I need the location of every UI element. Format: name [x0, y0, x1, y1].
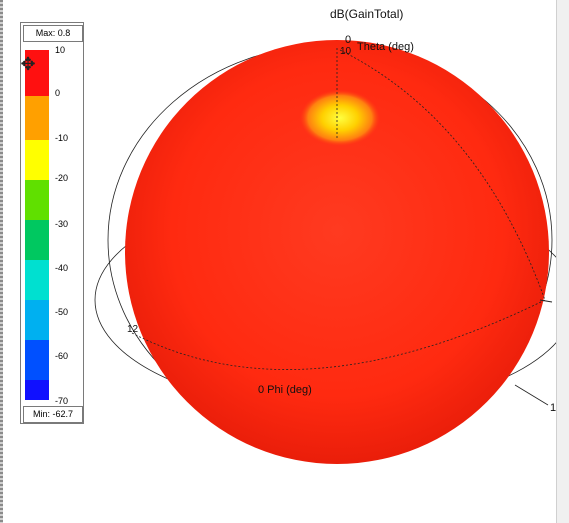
legend-swatch-minus10 — [25, 140, 49, 180]
theta-ten-label: 10 — [340, 46, 352, 57]
move-cursor-icon[interactable]: ✥ — [20, 54, 36, 74]
gain-sphere — [125, 40, 549, 464]
legend-swatch-minus50 — [25, 300, 49, 340]
legend-tick: -50 — [55, 307, 69, 317]
legend-swatch-minus40 — [25, 260, 49, 300]
phi-equator-dashed — [131, 299, 546, 370]
legend-tick: -70 — [55, 396, 69, 406]
legend-swatch-minus30 — [25, 220, 49, 260]
theta-axis-label: Theta (deg) — [357, 41, 414, 53]
legend-swatch-10 — [25, 50, 49, 96]
legend-tick: 10 — [55, 45, 66, 55]
phi-axis-tick-line — [514, 384, 549, 406]
legend-swatch-0 — [25, 96, 49, 140]
legend-tick: -30 — [55, 219, 69, 229]
legend-tick: -60 — [55, 351, 69, 361]
theta-meridian-dashed — [339, 49, 546, 301]
legend-tick: -40 — [55, 263, 69, 273]
window-right-border — [556, 0, 569, 523]
legend-tick: -20 — [55, 173, 69, 183]
phi-axis-label: 0 Phi (deg) — [258, 384, 312, 396]
legend-swatch-minus60 — [25, 340, 49, 380]
color-legend[interactable]: Max: 0.8 10 0 -10 -20 -30 -40 -50 -60 -7… — [20, 22, 84, 424]
theta-zero-label: 0 — [345, 34, 352, 46]
plot-title: dB(GainTotal) — [330, 7, 404, 21]
legend-swatch-minus70 — [25, 380, 49, 400]
phi-tick-left: 12 — [127, 324, 139, 335]
legend-swatch-minus20 — [25, 180, 49, 220]
sphere-top-lobe — [300, 90, 380, 146]
legend-max-label: Max: 0.8 — [23, 25, 83, 42]
legend-min-label: Min: -62.7 — [23, 406, 83, 423]
window-left-border — [0, 0, 3, 523]
phi-axis-right-line — [539, 299, 553, 303]
legend-tick: 0 — [55, 88, 61, 98]
legend-tick: -10 — [55, 133, 69, 143]
